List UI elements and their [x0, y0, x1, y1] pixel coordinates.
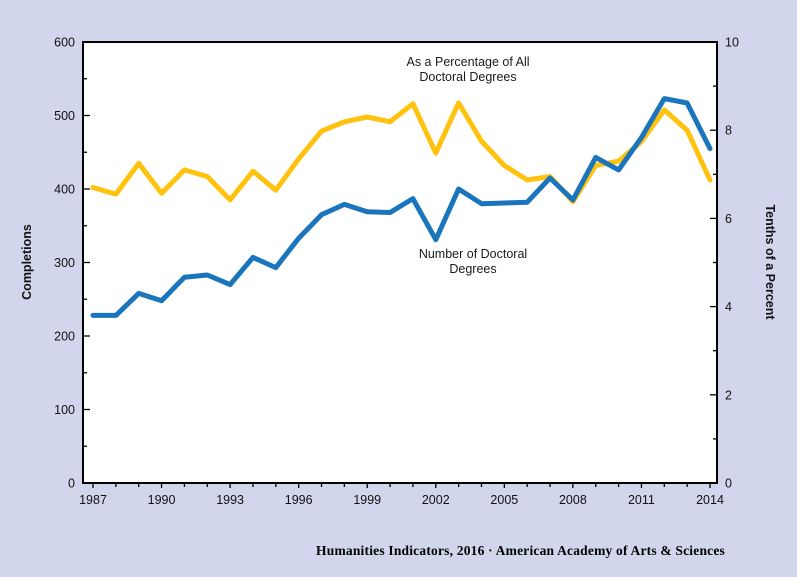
y-right-tick-label: 6: [725, 212, 732, 226]
y-axis-right: 0 2 4 6 8 10 Tenths of a Percent: [710, 36, 777, 491]
y-left-tick-label: 300: [54, 256, 75, 270]
y-axis-left: 0 100 200 300 400 500 600 Completions: [20, 36, 90, 491]
y-right-tick-label: 0: [725, 477, 732, 491]
x-tick-label: 2011: [628, 493, 655, 507]
series-annotation-line: Number of Doctoral: [419, 247, 527, 261]
plot-area: [82, 41, 718, 484]
x-axis: 1987 1990 1993 1996 1999 2002 2005 2008 2011 2014: [79, 483, 724, 507]
source-credit: Humanities Indicators, 2016 · American A…: [316, 543, 725, 558]
y-left-tick-label: 0: [68, 477, 75, 491]
series-line-number-of-doctoral-degrees: [90, 96, 713, 318]
y-left-tick-label: 400: [54, 183, 75, 197]
x-tick-label: 1996: [285, 493, 313, 507]
y-left-tick-label: 100: [54, 403, 75, 417]
x-tick-label: 1990: [148, 493, 176, 507]
x-tick-label: 2014: [696, 493, 724, 507]
x-tick-label: 2008: [559, 493, 587, 507]
y-right-tick-label: 2: [725, 388, 732, 402]
series-annotation-line: As a Percentage of All: [407, 55, 530, 69]
x-tick-label: 2002: [422, 493, 450, 507]
y-right-tick-label: 4: [725, 300, 732, 314]
x-tick-label: 1993: [216, 493, 244, 507]
y-left-axis-title: Completions: [20, 224, 34, 300]
series-annotation-line: Doctoral Degrees: [419, 70, 516, 84]
y-right-tick-label: 8: [725, 124, 732, 138]
y-left-tick-label: 600: [54, 36, 75, 50]
y-left-tick-label: 200: [54, 330, 75, 344]
y-right-tick-label: 10: [725, 36, 739, 50]
y-left-tick-label: 500: [54, 109, 75, 123]
x-tick-label: 1987: [79, 493, 107, 507]
x-tick-label: 2005: [490, 493, 518, 507]
x-tick-label: 1999: [353, 493, 381, 507]
y-right-axis-title: Tenths of a Percent: [763, 204, 777, 320]
series-annotation-line: Degrees: [449, 262, 496, 276]
